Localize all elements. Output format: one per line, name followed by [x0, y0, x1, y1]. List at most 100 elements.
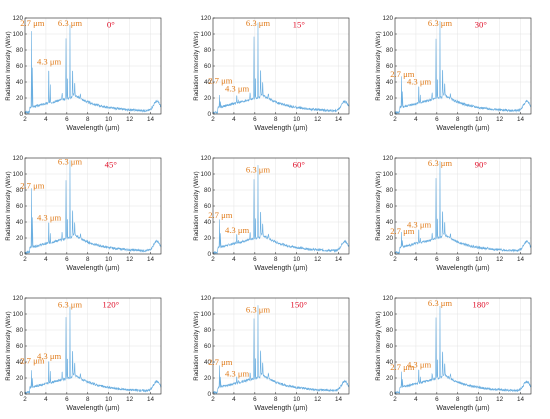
y-tick-label: 20 — [16, 95, 24, 102]
chart-panel: 2 4 6 8 10 12 14 0 20 40 60 80 100 120 Wavelength (μm)… — [5, 295, 162, 412]
x-tick-label: 10 — [105, 116, 113, 123]
x-tick-label: 10 — [293, 256, 301, 263]
y-tick-label: 20 — [386, 375, 394, 382]
y-tick-label: 80 — [204, 187, 212, 194]
x-axis-label: Wavelength (μm) — [66, 265, 119, 272]
chart-panel: 2 4 6 8 10 12 14 0 20 40 60 80 100 120 Wavelength (μm)… — [5, 155, 162, 272]
y-tick-label: 60 — [16, 63, 24, 70]
y-tick-label: 60 — [204, 203, 212, 210]
angle-label: 60° — [293, 160, 306, 170]
y-tick-label: 120 — [12, 15, 23, 22]
x-tick-label: 2 — [393, 396, 397, 403]
x-tick-label: 4 — [232, 396, 236, 403]
chart-panel: 2 4 6 8 10 12 14 0 20 40 60 80 100 120 Wavelength (μm)… — [193, 295, 350, 412]
angle-label: 120° — [102, 300, 119, 310]
y-axis-label: Radiation Intensity (W/sr) — [193, 311, 200, 380]
spectrum-line — [212, 305, 350, 395]
y-tick-label: 0 — [389, 111, 393, 118]
x-tick-label: 8 — [274, 256, 278, 263]
x-tick-label: 14 — [147, 116, 155, 123]
x-tick-label: 4 — [44, 256, 48, 263]
x-tick-label: 2 — [211, 256, 215, 263]
x-tick-label: 14 — [517, 256, 525, 263]
y-tick-label: 20 — [16, 235, 24, 242]
x-tick-label: 8 — [456, 256, 460, 263]
spectrum-line — [24, 306, 162, 395]
x-tick-label: 10 — [475, 116, 483, 123]
y-tick-label: 60 — [204, 63, 212, 70]
peak-annotation: 4.3 μm — [225, 368, 249, 378]
angle-label: 30° — [475, 20, 488, 30]
y-axis-label: Radiation Intensity (W/sr) — [193, 171, 200, 240]
peak-annotation: 6.3 μm — [58, 156, 82, 166]
x-tick-label: 8 — [86, 116, 90, 123]
peak-annotation: 2.7 μm — [390, 226, 414, 236]
y-tick-label: 100 — [200, 171, 211, 178]
x-tick-label: 10 — [293, 116, 301, 123]
y-axis-label: Radiation Intensity (W/sr) — [193, 31, 200, 100]
angle-label: 0° — [107, 20, 115, 30]
peak-annotation: 2.7 μm — [208, 76, 232, 86]
y-tick-label: 100 — [382, 311, 393, 318]
peak-annotation: 4.3 μm — [407, 76, 431, 86]
x-tick-label: 10 — [475, 396, 483, 403]
x-tick-label: 6 — [253, 396, 257, 403]
x-tick-label: 6 — [253, 116, 257, 123]
y-tick-label: 80 — [16, 47, 24, 54]
x-tick-label: 14 — [517, 396, 525, 403]
y-axis-label: Radiation Intensity (W/sr) — [5, 31, 12, 100]
angle-label: 15° — [293, 20, 306, 30]
peak-annotation: 6.3 μm — [246, 18, 270, 28]
y-axis-label: Radiation Intensity (W/sr) — [5, 311, 12, 380]
peak-annotation: 6.3 μm — [428, 298, 452, 308]
x-tick-label: 2 — [211, 396, 215, 403]
spectrum-line — [24, 24, 162, 114]
peak-annotation: 4.3 μm — [37, 212, 61, 222]
peak-annotation: 2.7 μm — [20, 356, 44, 366]
x-tick-label: 12 — [126, 396, 134, 403]
x-tick-label: 8 — [456, 396, 460, 403]
chart-panel: 2 4 6 8 10 12 14 0 20 40 60 80 100 120 Wavelength (μm)… — [375, 155, 532, 272]
y-tick-label: 20 — [204, 95, 212, 102]
y-tick-label: 40 — [204, 219, 212, 226]
peak-annotation: 6.3 μm — [58, 18, 82, 28]
x-axis-label: Wavelength (μm) — [254, 265, 307, 272]
peak-annotation: 2.7 μm — [390, 362, 414, 372]
y-tick-label: 100 — [12, 31, 23, 38]
y-tick-label: 60 — [16, 343, 24, 350]
y-tick-label: 0 — [207, 251, 211, 258]
x-tick-label: 6 — [65, 396, 69, 403]
y-tick-label: 60 — [204, 343, 212, 350]
x-tick-label: 8 — [86, 256, 90, 263]
x-tick-label: 4 — [44, 116, 48, 123]
y-tick-label: 120 — [12, 295, 23, 302]
x-axis-label: Wavelength (μm) — [254, 125, 307, 132]
y-tick-label: 0 — [19, 251, 23, 258]
spectrum-line — [394, 20, 532, 115]
y-tick-label: 100 — [200, 31, 211, 38]
angle-label: 90° — [475, 160, 488, 170]
spectrum-line — [394, 161, 532, 255]
peak-annotation: 6.3 μm — [428, 158, 452, 168]
x-tick-label: 12 — [126, 256, 134, 263]
y-tick-label: 100 — [12, 171, 23, 178]
peak-annotation: 2.7 μm — [20, 18, 44, 28]
spectrum-line — [24, 160, 162, 254]
y-tick-label: 20 — [204, 235, 212, 242]
peak-annotation: 4.3 μm — [407, 220, 431, 230]
x-axis-label: Wavelength (μm) — [254, 405, 307, 412]
y-tick-label: 0 — [207, 111, 211, 118]
angle-label: 180° — [472, 300, 489, 310]
spectrum-line — [394, 306, 532, 394]
x-axis-label: Wavelength (μm) — [66, 405, 119, 412]
y-tick-label: 120 — [382, 155, 393, 162]
peak-annotation: 4.3 μm — [37, 351, 61, 361]
x-tick-label: 2 — [23, 116, 27, 123]
y-tick-label: 100 — [382, 171, 393, 178]
chart-panel: 2 4 6 8 10 12 14 0 20 40 60 80 100 120 Wavelength (μm)… — [193, 155, 350, 272]
y-tick-label: 60 — [386, 63, 394, 70]
peak-annotation: 2.7 μm — [390, 69, 414, 79]
x-tick-label: 12 — [126, 116, 134, 123]
x-axis-label: Wavelength (μm) — [436, 405, 489, 412]
x-tick-label: 8 — [86, 396, 90, 403]
